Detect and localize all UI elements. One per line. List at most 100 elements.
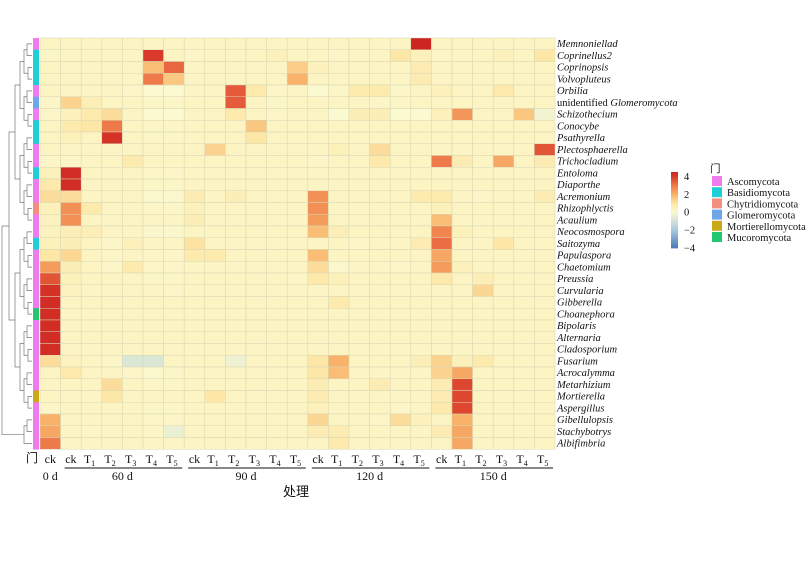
column-label-sub: 1 (338, 459, 342, 468)
heatmap-cell (122, 131, 144, 144)
heatmap-cell (369, 96, 391, 109)
heatmap-cell (60, 261, 82, 274)
heatmap-cell (225, 178, 247, 191)
heatmap-cell (60, 61, 82, 74)
heatmap-cell (266, 272, 288, 285)
heatmap-cell (492, 143, 515, 156)
heatmap-cell (369, 214, 391, 227)
heatmap-cell (122, 437, 144, 450)
heatmap-cell (286, 167, 309, 180)
column-label-main: T (269, 452, 277, 466)
heatmap-cell (225, 155, 247, 168)
heatmap-cell (389, 96, 412, 109)
dendrogram-branch (27, 67, 32, 80)
heatmap-cell (348, 37, 370, 50)
heatmap-cell (101, 261, 123, 274)
heatmap-cell (142, 284, 164, 297)
heatmap-cell (410, 261, 432, 274)
heatmap-cell (245, 167, 267, 180)
heatmap-cell (142, 272, 164, 285)
heatmap-cell (410, 202, 432, 215)
phylum-legend-swatch (712, 209, 722, 220)
heatmap-cell (451, 331, 473, 344)
heatmap-cell (204, 237, 226, 250)
heatmap-cell (142, 366, 164, 379)
heatmap-cell (369, 84, 391, 97)
row-label-name: Acaulium (556, 215, 598, 226)
heatmap-cell (204, 96, 226, 109)
heatmap-cell (534, 178, 556, 191)
column-label-sub: 4 (277, 459, 281, 468)
heatmap-cell (307, 61, 329, 74)
heatmap-cell (204, 437, 226, 450)
heatmap-cell (389, 308, 412, 321)
heatmap-cell (431, 155, 453, 168)
colorbar-segment (671, 232, 678, 236)
heatmap-cell (245, 73, 267, 86)
heatmap-cell (492, 402, 515, 415)
heatmap-cell (225, 272, 247, 285)
heatmap-cell (389, 296, 412, 309)
heatmap-cell (80, 378, 103, 391)
row-label: unidentified Glomeromycota (557, 98, 678, 109)
heatmap-cell (492, 202, 515, 215)
group-label: 120 d (356, 469, 383, 483)
heatmap-cell (60, 143, 82, 156)
heatmap-cell (80, 296, 103, 309)
row-label-name: Neocosmospora (556, 227, 625, 238)
heatmap-cell (101, 296, 123, 309)
heatmap-cell (60, 343, 82, 356)
heatmap-cell (492, 284, 515, 297)
heatmap-cell (266, 284, 288, 297)
heatmap-cell (369, 319, 391, 332)
heatmap-cell (245, 378, 267, 391)
colorbar-segment (671, 177, 678, 180)
heatmap-cell (328, 237, 350, 250)
heatmap-cell (286, 402, 309, 415)
heatmap-cell (451, 178, 473, 191)
heatmap-cell (492, 272, 515, 285)
heatmap-cell (534, 437, 556, 450)
heatmap-cell (389, 61, 412, 74)
heatmap-cell (266, 296, 288, 309)
heatmap-cell (410, 249, 432, 262)
heatmap-cell (266, 84, 288, 97)
heatmap-cell (307, 366, 329, 379)
heatmap-cell (163, 343, 185, 356)
heatmap-cell (39, 378, 61, 391)
dendrogram-branch (23, 190, 28, 215)
heatmap-cell (431, 343, 453, 356)
colorbar-segment (671, 242, 678, 245)
colorbar-segment (671, 246, 678, 249)
row-label-name: Aspergillus (556, 403, 604, 414)
heatmap-cell (286, 261, 309, 274)
heatmap-cell (431, 49, 453, 62)
heatmap-cell (245, 366, 267, 379)
dendrogram-branch (26, 137, 32, 150)
heatmap-cell (513, 237, 535, 250)
heatmap-cell (410, 225, 432, 238)
heatmap-cell (286, 202, 309, 215)
colorbar-segment (671, 198, 678, 201)
heatmap-cell (60, 425, 82, 438)
dendrogram-branch (23, 49, 28, 74)
heatmap-cell (410, 120, 432, 133)
heatmap-cell (183, 437, 206, 450)
heatmap-cell (163, 272, 185, 285)
heatmap-cell (39, 284, 61, 297)
heatmap-cell (472, 366, 494, 379)
heatmap-cell (80, 284, 103, 297)
heatmap-cell (431, 73, 453, 86)
heatmap-cell (492, 167, 515, 180)
heatmap-cell (101, 155, 123, 168)
column-label: T1 (455, 452, 466, 468)
column-label: T5 (413, 452, 424, 468)
column-label-main: T (125, 452, 133, 466)
phylum-legend-label: Mucoromycota (727, 233, 791, 244)
heatmap-cell (39, 120, 61, 133)
heatmap-cell (39, 343, 61, 356)
heatmap-cell (204, 249, 226, 262)
heatmap-cell (369, 355, 391, 368)
heatmap-cell (101, 390, 123, 403)
heatmap-cell (348, 178, 370, 191)
